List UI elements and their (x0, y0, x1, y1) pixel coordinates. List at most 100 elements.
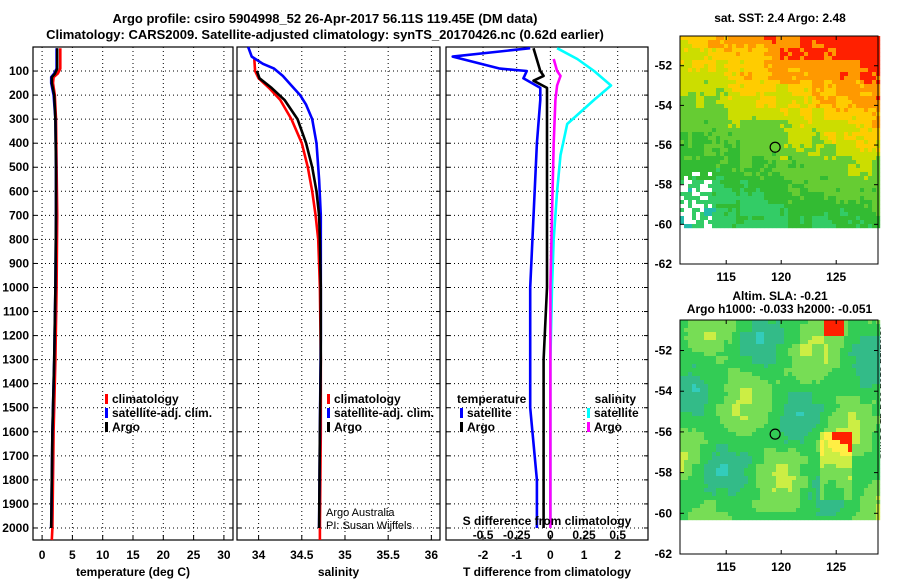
sla-map-cell (764, 352, 769, 357)
sst-map-cell (852, 184, 857, 189)
sst-map-cell (712, 196, 717, 201)
sst-map-cell (772, 220, 777, 225)
sst-map-cell (752, 164, 757, 169)
sla-map-cell (800, 420, 805, 425)
sla-map-cell (824, 396, 829, 401)
sst-map-cell (748, 184, 753, 189)
sla-map-cell (756, 392, 761, 397)
sst-map-cell (684, 128, 689, 133)
sla-map-cell (776, 472, 781, 477)
sla-map-cell (792, 344, 797, 349)
sst-map-cell (852, 120, 857, 125)
sla-map-cell (732, 408, 737, 413)
sst-map-cell (872, 180, 877, 185)
sst-map-cell (780, 176, 785, 181)
sst-map-cell (796, 40, 801, 45)
sst-map-cell (808, 36, 813, 41)
sst-map-cell (692, 176, 697, 181)
sla-map-cell (864, 344, 869, 349)
sla-map-cell (800, 400, 805, 405)
sla-map-cell (744, 320, 749, 325)
sst-map-cell (804, 112, 809, 117)
sla-map-cell (696, 380, 701, 385)
sst-map-cell (720, 148, 725, 153)
sst-map-cell (764, 216, 769, 221)
sla-map-cell (796, 320, 801, 325)
sst-map-cell (816, 52, 821, 57)
sla-map-cell (764, 496, 769, 501)
sst-map-cell (772, 128, 777, 133)
sst-map-cell (716, 96, 721, 101)
sst-map-cell (760, 196, 765, 201)
sla-map-cell (788, 468, 793, 473)
sst-map-cell (852, 216, 857, 221)
y-tick-label: 1200 (2, 329, 29, 343)
sst-map-cell (852, 188, 857, 193)
sla-map-cell (836, 388, 841, 393)
sla-map-cell (748, 372, 753, 377)
sst-map-cell (712, 56, 717, 61)
sst-map-cell (720, 200, 725, 205)
sst-map-cell (852, 168, 857, 173)
sst-map-cell (764, 96, 769, 101)
sla-map-cell (860, 320, 865, 325)
sst-map-cell (860, 128, 865, 133)
sst-map-cell (708, 216, 713, 221)
sst-map-cell (828, 104, 833, 109)
sst-map-cell (692, 84, 697, 89)
sla-map-cell (772, 492, 777, 497)
sst-map-cell (804, 180, 809, 185)
sla-map-cell (812, 348, 817, 353)
sla-map-cell (716, 416, 721, 421)
sla-map-cell (692, 340, 697, 345)
sst-map-cell (852, 164, 857, 169)
sst-map-cell (716, 88, 721, 93)
sla-map-cell (836, 404, 841, 409)
sst-map-cell (744, 40, 749, 45)
sst-map-cell (712, 176, 717, 181)
sst-map-cell (752, 184, 757, 189)
sla-map-cell (824, 340, 829, 345)
sla-map-cell (728, 432, 733, 437)
sst-map-cell (732, 68, 737, 73)
sla-map-cell (844, 332, 849, 337)
sla-map-cell (688, 376, 693, 381)
sst-map-cell (808, 116, 813, 121)
sst-map-cell (704, 188, 709, 193)
sst-map-cell (852, 44, 857, 49)
sla-map-cell (752, 492, 757, 497)
sst-map-cell (856, 64, 861, 69)
sla-map-cell (688, 400, 693, 405)
sst-map-cell (856, 188, 861, 193)
sst-map-cell (716, 48, 721, 53)
sst-map-cell (856, 148, 861, 153)
sla-map-cell (748, 360, 753, 365)
sla-map-cell (756, 448, 761, 453)
sla-map-cell (784, 372, 789, 377)
sst-map-cell (680, 104, 685, 109)
sla-map-cell (700, 472, 705, 477)
sla-map-cell (704, 364, 709, 369)
sla-map-cell (684, 500, 689, 505)
sla-map-cell (732, 400, 737, 405)
sla-map-cell (872, 456, 877, 461)
sla-map-cell (860, 404, 865, 409)
sst-map-cell (760, 212, 765, 217)
sst-map-cell (760, 200, 765, 205)
sla-map-cell (684, 488, 689, 493)
sla-map-cell (868, 336, 873, 341)
sst-map-cell (872, 104, 877, 109)
sst-map-cell (712, 220, 717, 225)
sst-map-cell (708, 132, 713, 137)
sla-map-cell (864, 440, 869, 445)
sla-map-cell (856, 352, 861, 357)
sla-map-cell (736, 392, 741, 397)
sst-map-cell (848, 208, 853, 213)
sla-map-cell (796, 488, 801, 493)
sla-map-cell (696, 356, 701, 361)
sst-map-cell (832, 92, 837, 97)
sst-map-cell (704, 140, 709, 145)
sst-map-cell (852, 100, 857, 105)
sla-map-cell (816, 424, 821, 429)
sst-map-cell (792, 116, 797, 121)
